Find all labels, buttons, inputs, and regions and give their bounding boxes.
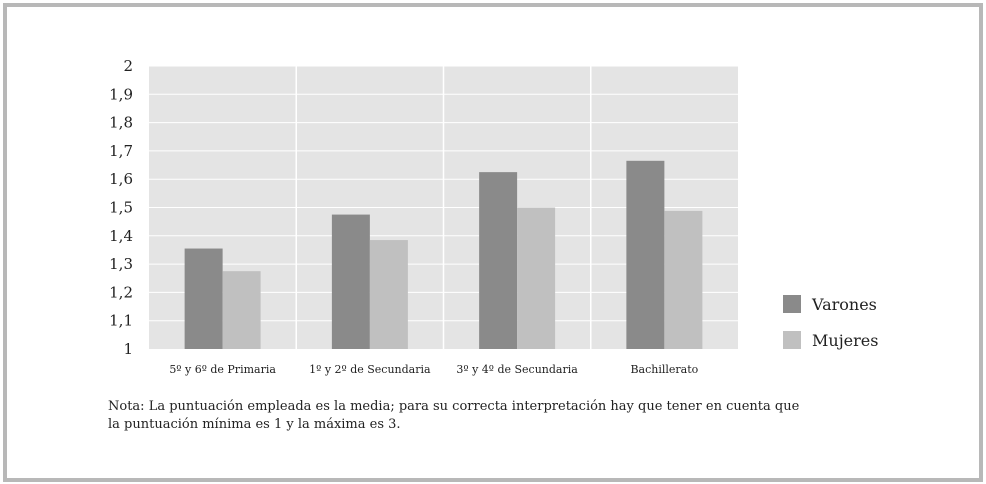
y-tick-label: 1 [123, 340, 133, 358]
y-axis-ticks: 1 1,1 1,2 1,3 1,4 1,5 1,6 1,7 1,8 1,9 2 [109, 57, 133, 358]
bar-varones [184, 248, 223, 349]
y-tick-label: 1,9 [109, 85, 133, 103]
bar-varones [479, 172, 518, 349]
bar-mujeres [664, 210, 703, 349]
y-tick-label: 2 [123, 57, 133, 75]
legend-label-varones: Varones [811, 295, 877, 314]
bar-varones [331, 214, 370, 349]
footnote-line-2: la puntuación mínima es 1 y la máxima es… [108, 417, 401, 432]
legend-swatch-mujeres [783, 331, 801, 349]
y-tick-label: 1,7 [109, 142, 133, 160]
y-tick-label: 1,5 [109, 199, 133, 217]
y-tick-label: 1,2 [109, 283, 133, 301]
bar-varones [626, 160, 665, 349]
x-tick-label: 1º y 2º de Secundaria [309, 363, 431, 376]
x-tick-label: Bachillerato [630, 363, 698, 376]
y-tick-label: 1,1 [109, 312, 133, 330]
bars [184, 160, 703, 349]
x-tick-label: 5º y 6º de Primaria [169, 363, 276, 376]
bar-mujeres [517, 207, 556, 349]
footnote: Nota: La puntuación empleada es la media… [108, 398, 908, 434]
footnote-line-1: Nota: La puntuación empleada es la media… [108, 399, 800, 414]
legend-label-mujeres: Mujeres [812, 331, 878, 350]
x-axis-ticks: 5º y 6º de Primaria 1º y 2º de Secundaria… [169, 363, 698, 376]
y-tick-label: 1,4 [109, 227, 133, 245]
y-tick-label: 1,6 [109, 170, 133, 188]
bar-mujeres [369, 240, 408, 349]
y-tick-label: 1,8 [109, 114, 133, 132]
legend: Varones Mujeres [783, 295, 878, 350]
y-tick-label: 1,3 [109, 255, 133, 273]
bar-mujeres [222, 271, 261, 349]
legend-swatch-varones [783, 295, 801, 313]
x-tick-label: 3º y 4º de Secundaria [456, 363, 578, 376]
